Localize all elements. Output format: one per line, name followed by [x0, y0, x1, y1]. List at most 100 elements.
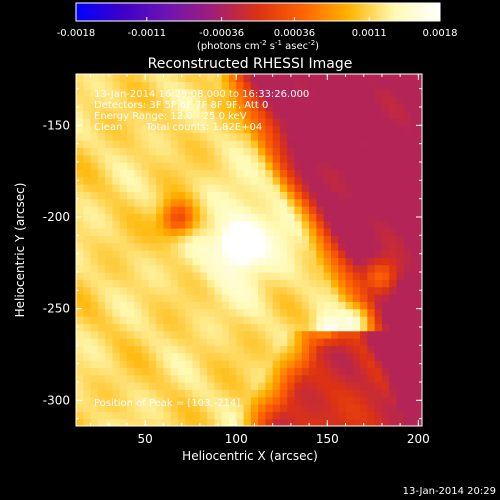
heatmap-cell	[228, 404, 237, 412]
heatmap-cell	[330, 154, 339, 163]
heatmap-cell	[214, 220, 223, 229]
heatmap-cell	[294, 272, 303, 280]
heatmap-cell	[330, 308, 339, 317]
heatmap-cell	[119, 294, 128, 302]
heatmap-cell	[83, 374, 92, 383]
heatmap-cell	[272, 338, 281, 346]
heatmap-cell	[119, 382, 128, 390]
heatmap-cell	[105, 286, 114, 295]
heatmap-cell	[345, 118, 354, 126]
heatmap-cell	[214, 286, 223, 295]
heatmap-cell	[301, 330, 310, 339]
heatmap-cell	[330, 118, 339, 126]
heatmap-cell	[76, 140, 84, 148]
heatmap-cell	[403, 147, 412, 156]
heatmap-cell	[250, 140, 259, 148]
heatmap-cell	[97, 88, 106, 97]
heatmap-cell	[338, 323, 347, 332]
heatmap-cell	[279, 279, 288, 288]
heatmap-cell	[97, 206, 106, 214]
heatmap-cell	[381, 96, 390, 104]
heatmap-cell	[170, 103, 179, 112]
heatmap-cell	[207, 411, 215, 420]
heatmap-cell	[105, 360, 114, 368]
heatmap-cell	[374, 191, 383, 200]
heatmap-cell	[301, 360, 310, 368]
heatmap-cell	[228, 103, 237, 112]
heatmap-cell	[309, 367, 317, 376]
heatmap-cell	[112, 88, 121, 97]
heatmap-cell	[112, 257, 121, 266]
heatmap-cell	[411, 374, 419, 383]
heatmap-cell	[323, 367, 332, 376]
heatmap-cell	[411, 96, 419, 104]
heatmap-cell	[418, 132, 422, 141]
heatmap-cell	[192, 96, 201, 104]
heatmap-cell	[199, 140, 208, 148]
heatmap-cell	[199, 352, 208, 361]
heatmap-cell	[119, 352, 128, 361]
heatmap-cell	[134, 184, 143, 192]
heatmap-cell	[214, 264, 223, 273]
heatmap-cell	[105, 264, 114, 273]
heatmap-cell	[177, 367, 186, 376]
heatmap-cell	[112, 308, 121, 317]
heatmap-cell	[287, 169, 296, 178]
heatmap-cell	[119, 374, 128, 383]
heatmap-cell	[163, 308, 172, 317]
heatmap-cell	[119, 228, 128, 236]
heatmap-cell	[279, 352, 288, 361]
heatmap-cell	[90, 308, 99, 317]
heatmap-cell	[97, 301, 106, 310]
heatmap-cell	[207, 382, 215, 390]
heatmap-cell	[243, 154, 252, 163]
heatmap-cell	[272, 404, 281, 412]
heatmap-cell	[134, 272, 143, 280]
heatmap-cell	[374, 206, 383, 214]
heatmap-cell	[294, 118, 303, 126]
heatmap-cell	[338, 257, 347, 266]
heatmap-cell	[287, 308, 296, 317]
heatmap-cell	[367, 418, 376, 426]
heatmap-cell	[214, 382, 223, 390]
heatmap-cell	[185, 389, 194, 398]
heatmap-cell	[374, 154, 383, 163]
heatmap-cell	[418, 279, 422, 288]
heatmap-cell	[156, 191, 165, 200]
heatmap-cell	[170, 220, 179, 229]
heatmap-cell	[90, 374, 99, 383]
heatmap-cell	[221, 396, 230, 405]
heatmap-cell	[156, 74, 165, 82]
heatmap-cell	[156, 169, 165, 178]
heatmap-cell	[309, 382, 317, 390]
heatmap-cell	[345, 220, 354, 229]
heatmap-cell	[294, 250, 303, 258]
heatmap-cell	[228, 411, 237, 420]
heatmap-cell	[192, 367, 201, 376]
heatmap-cell	[301, 169, 310, 178]
colorbar-tick-label: -0.0018	[57, 28, 96, 39]
heatmap-cell	[323, 169, 332, 178]
heatmap-cell	[141, 411, 150, 420]
heatmap-cell	[97, 154, 106, 163]
heatmap-cell	[221, 389, 230, 398]
heatmap-cell	[185, 382, 194, 390]
heatmap-cell	[199, 169, 208, 178]
heatmap-cell	[287, 154, 296, 163]
heatmap-cell	[163, 257, 172, 266]
heatmap-cell	[119, 323, 128, 332]
heatmap-cell	[338, 198, 347, 207]
heatmap-cell	[134, 294, 143, 302]
heatmap-cell	[374, 235, 383, 244]
heatmap-cell	[126, 272, 135, 280]
heatmap-cell	[185, 272, 194, 280]
heatmap-cell	[316, 418, 325, 426]
heatmap-cell	[163, 338, 172, 346]
heatmap-cell	[265, 242, 274, 251]
heatmap-cell	[287, 220, 296, 229]
heatmap-cell	[367, 235, 376, 244]
heatmap-cell	[207, 191, 215, 200]
heatmap-cell	[279, 235, 288, 244]
heatmap-cell	[345, 103, 354, 112]
heatmap-cell	[170, 301, 179, 310]
